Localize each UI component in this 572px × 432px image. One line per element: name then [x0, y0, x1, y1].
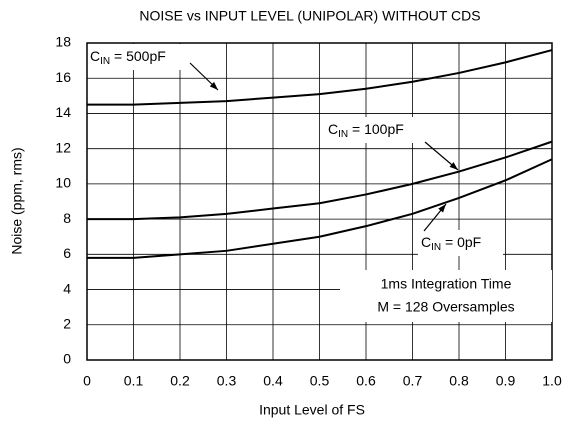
- x-tick-label: 1.0: [542, 373, 562, 389]
- label-bg: [88, 44, 188, 70]
- plot-frame: [86, 42, 553, 361]
- arrow-head: [209, 81, 218, 90]
- x-tick-label: 0.3: [217, 373, 237, 389]
- x-tick-label: 0.6: [356, 373, 376, 389]
- series-label: CIN = 0pF: [421, 234, 481, 253]
- label-sub: IN: [100, 56, 110, 67]
- label-sub: IN: [431, 242, 441, 253]
- x-axis-label: Input Level of FS: [259, 402, 365, 418]
- y-tick-label: 8: [63, 210, 71, 226]
- label-bg: [325, 117, 435, 143]
- y-axis-label: Noise (ppm, rms): [9, 147, 25, 254]
- series-label: CIN = 100pF: [328, 121, 404, 140]
- x-tick-label: 0.9: [496, 373, 516, 389]
- chart-title: NOISE vs INPUT LEVEL (UNIPOLAR) WITHOUT …: [139, 8, 480, 24]
- arrow-head: [438, 204, 446, 213]
- y-tick-label: 10: [55, 175, 71, 191]
- label-rest: = 100pF: [348, 121, 404, 137]
- label-main: C: [90, 48, 100, 64]
- x-tick-label: 0: [83, 373, 91, 389]
- x-tick-label: 0.5: [310, 373, 330, 389]
- y-tick-label: 16: [55, 69, 71, 85]
- y-tick-label: 6: [63, 245, 71, 261]
- label-main: C: [328, 121, 338, 137]
- label-rest: = 500pF: [110, 48, 166, 64]
- y-tick-label: 4: [63, 280, 71, 296]
- annotation: 1ms Integration Time: [381, 276, 512, 292]
- label-bg: [418, 230, 503, 256]
- y-tick-label: 12: [55, 139, 71, 155]
- x-tick-label: 0.1: [124, 373, 144, 389]
- x-tick-label: 0.2: [170, 373, 190, 389]
- y-tick-label: 2: [63, 315, 71, 331]
- series-label: CIN = 500pF: [90, 48, 166, 67]
- label-sub: IN: [338, 129, 348, 140]
- y-tick-label: 14: [55, 104, 71, 120]
- label-rest: = 0pF: [441, 234, 481, 250]
- arrow-head: [449, 162, 458, 170]
- line: [87, 158, 553, 259]
- label-main: C: [421, 234, 431, 250]
- y-tick-label: 0: [63, 351, 71, 367]
- x-tick-label: 0.4: [263, 373, 283, 389]
- annotation: M = 128 Oversamples: [377, 299, 514, 315]
- x-tick-label: 0.7: [403, 373, 423, 389]
- x-tick-label: 0.8: [449, 373, 469, 389]
- line: [87, 49, 553, 106]
- line: [87, 140, 553, 221]
- annotation-box: [340, 270, 552, 322]
- y-tick-label: 18: [55, 34, 71, 50]
